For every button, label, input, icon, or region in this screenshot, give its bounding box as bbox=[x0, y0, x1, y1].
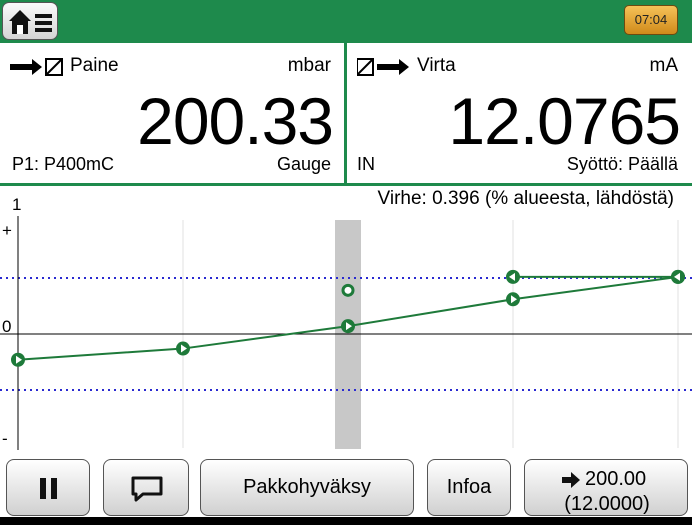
chart-divider bbox=[0, 183, 692, 186]
pressure-type: Gauge bbox=[276, 154, 331, 174]
current-input: IN bbox=[357, 154, 375, 174]
info-button[interactable]: Infoa bbox=[427, 459, 511, 516]
bottom-edge bbox=[0, 517, 692, 525]
home-icon bbox=[9, 10, 31, 34]
panel-divider bbox=[344, 43, 347, 183]
pressure-unit: mbar bbox=[287, 55, 331, 76]
home-menu-button[interactable] bbox=[2, 2, 58, 40]
pressure-label: Paine bbox=[70, 55, 119, 76]
current-unit: mA bbox=[649, 55, 679, 76]
battery-clock: 07:04 bbox=[624, 5, 678, 35]
pressure-value: 200.33 bbox=[137, 84, 334, 158]
next-point-button[interactable]: 200.00 (12.0000) bbox=[524, 459, 688, 516]
tolerance-lines bbox=[0, 277, 692, 391]
current-reading-point bbox=[341, 283, 355, 297]
next-point-ma: (12.0000) bbox=[564, 493, 650, 515]
data-point-arrow bbox=[181, 344, 187, 353]
y-axis-plus-label: + bbox=[2, 221, 12, 240]
info-label: Infoa bbox=[446, 476, 492, 498]
comment-icon bbox=[131, 476, 163, 502]
y-axis-top-label: 1 bbox=[12, 195, 21, 214]
data-point-marker bbox=[11, 352, 25, 367]
data-point-marker bbox=[341, 319, 355, 334]
data-point-arrow bbox=[16, 355, 22, 364]
top-bar: 07:04 bbox=[0, 0, 692, 43]
generate-arrow-icon bbox=[357, 58, 409, 76]
menu-icon bbox=[35, 14, 52, 32]
error-chart[interactable]: 1 + 0 - bbox=[0, 186, 692, 452]
force-accept-label: Pakkohyväksy bbox=[243, 476, 371, 498]
measure-arrow-icon bbox=[10, 58, 63, 76]
data-point-marker bbox=[671, 269, 685, 284]
pressure-module: P1: P400mC bbox=[12, 154, 115, 174]
data-point-arrow bbox=[509, 272, 515, 281]
chart-series bbox=[11, 269, 685, 367]
supply-status: Syöttö: Päällä bbox=[566, 154, 678, 174]
current-panel[interactable]: Virta mA 12.0765 IN Syöttö: Päällä bbox=[347, 43, 692, 183]
current-value: 12.0765 bbox=[448, 84, 681, 158]
y-axis-minus-label: - bbox=[2, 429, 8, 448]
next-point-value: 200.00 bbox=[585, 468, 647, 490]
arrow-right-icon bbox=[562, 472, 580, 488]
pressure-panel[interactable]: Paine mbar 200.33 P1: P400mC Gauge bbox=[0, 43, 345, 183]
comment-button[interactable] bbox=[103, 459, 189, 516]
error-readout: Virhe: 0.396 (% alueesta, lähdöstä) bbox=[377, 188, 674, 209]
pause-icon bbox=[40, 478, 57, 499]
data-point-marker bbox=[176, 341, 190, 356]
y-axis-zero-label: 0 bbox=[2, 317, 11, 336]
data-point-marker bbox=[506, 269, 520, 284]
data-point-arrow bbox=[674, 272, 680, 281]
force-accept-button[interactable]: Pakkohyväksy bbox=[200, 459, 414, 516]
data-point-marker bbox=[506, 292, 520, 307]
bottom-toolbar: Pakkohyväksy Infoa 200.00 (12.0000) bbox=[0, 452, 692, 525]
data-point-arrow bbox=[346, 322, 352, 331]
current-label: Virta bbox=[417, 55, 456, 76]
pause-button[interactable] bbox=[6, 459, 90, 516]
data-point-arrow bbox=[511, 295, 517, 304]
